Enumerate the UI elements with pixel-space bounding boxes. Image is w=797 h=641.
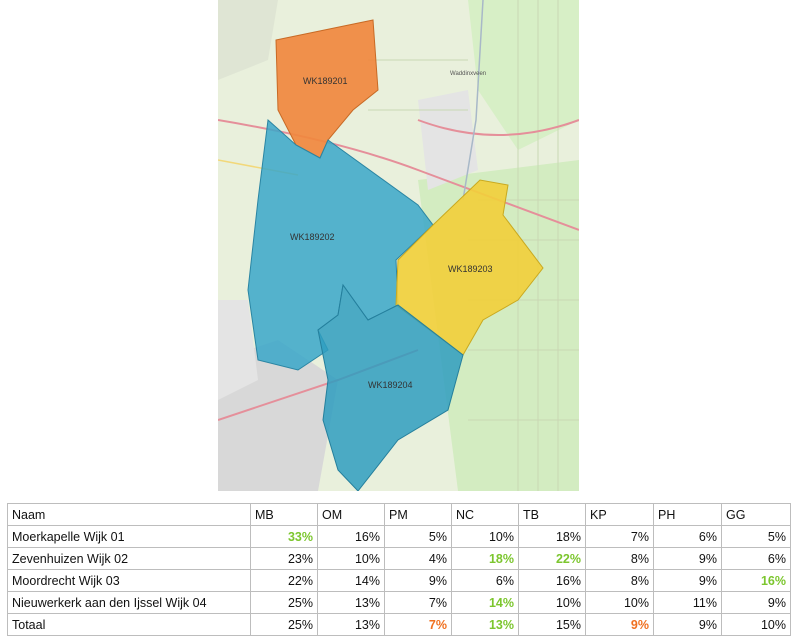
row-name-cell: Moordrecht Wijk 03 [7, 569, 251, 592]
row-name-cell: Nieuwerkerk aan den Ijssel Wijk 04 [7, 591, 251, 614]
column-header-pm: PM [384, 503, 452, 526]
value-cell-tb: 10% [518, 591, 586, 614]
row-name-cell: Zevenhuizen Wijk 02 [7, 547, 251, 570]
region-label-wk189204: WK189204 [368, 380, 413, 390]
region-label-wk189203: WK189203 [448, 264, 493, 274]
value-cell-tb: 22% [518, 547, 586, 570]
region-label-wk189201: WK189201 [303, 76, 348, 86]
value-cell-ph: 6% [653, 525, 722, 548]
value-cell-tb: 16% [518, 569, 586, 592]
row-name-cell: Moerkapelle Wijk 01 [7, 525, 251, 548]
value-cell-pm: 7% [384, 591, 452, 614]
value-cell-gg: 16% [721, 569, 791, 592]
value-cell-gg: 6% [721, 547, 791, 570]
column-header-tb: TB [518, 503, 586, 526]
value-cell-mb: 23% [250, 547, 318, 570]
value-cell-nc: 10% [451, 525, 519, 548]
value-cell-pm: 9% [384, 569, 452, 592]
column-header-mb: MB [250, 503, 318, 526]
value-cell-gg: 10% [721, 613, 791, 636]
table-header-row: Naam MB OM PM NC TB KP PH GG [7, 503, 791, 526]
value-cell-kp: 10% [585, 591, 654, 614]
value-cell-ph: 9% [653, 569, 722, 592]
place-label: Waddinxveen [450, 71, 486, 77]
column-header-nc: NC [451, 503, 519, 526]
value-cell-ph: 9% [653, 547, 722, 570]
value-cell-nc: 13% [451, 613, 519, 636]
value-cell-nc: 18% [451, 547, 519, 570]
column-header-kp: KP [585, 503, 654, 526]
column-header-naam: Naam [7, 503, 251, 526]
value-cell-om: 10% [317, 547, 385, 570]
value-cell-tb: 15% [518, 613, 586, 636]
region-wk189204[interactable] [317, 283, 464, 491]
value-cell-om: 13% [317, 613, 385, 636]
value-cell-mb: 25% [250, 613, 318, 636]
region-label-wk189202: WK189202 [290, 232, 335, 242]
statistics-table: Naam MB OM PM NC TB KP PH GG Moerkapelle Wijk 01… [7, 503, 791, 636]
value-cell-pm: 5% [384, 525, 452, 548]
row-name-cell: Totaal [7, 613, 251, 636]
value-cell-nc: 6% [451, 569, 519, 592]
value-cell-kp: 7% [585, 525, 654, 548]
value-cell-mb: 33% [250, 525, 318, 548]
base-map-features [218, 0, 579, 491]
value-cell-pm: 4% [384, 547, 452, 570]
column-header-ph: PH [653, 503, 722, 526]
value-cell-gg: 9% [721, 591, 791, 614]
value-cell-pm: 7% [384, 613, 452, 636]
value-cell-om: 13% [317, 591, 385, 614]
value-cell-kp: 8% [585, 569, 654, 592]
value-cell-kp: 9% [585, 613, 654, 636]
table-row: Moordrecht Wijk 03 22% 14% 9% 6% 16% 8% 9% 16% [7, 569, 791, 592]
value-cell-ph: 9% [653, 613, 722, 636]
value-cell-ph: 11% [653, 591, 722, 614]
district-map: WK189201 WK189202 WK189203 WK189204 Wadd… [218, 0, 579, 491]
column-header-om: OM [317, 503, 385, 526]
value-cell-tb: 18% [518, 525, 586, 548]
value-cell-kp: 8% [585, 547, 654, 570]
table-row: Zevenhuizen Wijk 02 23% 10% 4% 18% 22% 8% 9% 6% [7, 547, 791, 570]
value-cell-nc: 14% [451, 591, 519, 614]
value-cell-gg: 5% [721, 525, 791, 548]
table-row: Moerkapelle Wijk 01 33% 16% 5% 10% 18% 7% 6% 5% [7, 525, 791, 548]
value-cell-mb: 22% [250, 569, 318, 592]
column-header-gg: GG [721, 503, 791, 526]
value-cell-om: 16% [317, 525, 385, 548]
region-wk189203[interactable] [395, 179, 544, 356]
table-row: Totaal 25% 13% 7% 13% 15% 9% 9% 10% [7, 613, 791, 636]
value-cell-mb: 25% [250, 591, 318, 614]
table-row: Nieuwerkerk aan den Ijssel Wijk 04 25% 13%… [7, 591, 791, 614]
value-cell-om: 14% [317, 569, 385, 592]
